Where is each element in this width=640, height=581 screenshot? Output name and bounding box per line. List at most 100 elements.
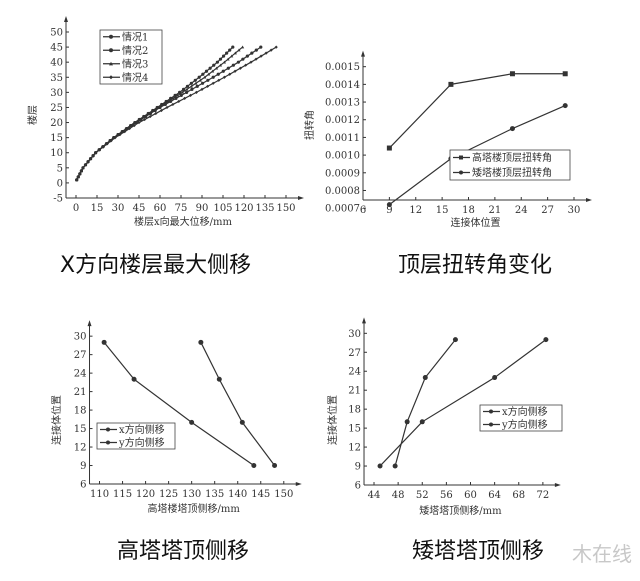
data-point (197, 75, 201, 79)
x-tick-label: 44 (368, 490, 381, 501)
legend-marker (106, 440, 110, 445)
data-point (142, 114, 146, 118)
x-tick-label: 105 (213, 203, 232, 214)
series-line (103, 341, 255, 467)
data-point (78, 172, 82, 176)
legend-marker (109, 34, 113, 39)
data-point (274, 45, 278, 49)
caption-x-drift: X方向楼层最大侧移 (60, 253, 252, 278)
y-tick-label: 24 (348, 367, 361, 378)
y-tick-label: 6 (355, 481, 361, 492)
y-tick-label: 9 (355, 462, 361, 473)
data-point (228, 72, 232, 76)
x-tick-label: 135 (205, 489, 224, 500)
data-point (208, 66, 212, 70)
data-point (251, 463, 257, 469)
data-point (509, 71, 515, 77)
y-axis-arrow (361, 50, 365, 57)
chart-4: 44 48 52 56 60 64 68 72 6 9 12 15 18 21 24 27 30 矮塔塔顶侧移/m… (326, 317, 563, 517)
data-point (101, 145, 106, 149)
y-tick-label: 15 (74, 424, 87, 435)
data-point (94, 151, 98, 155)
legend-label: y方向侧移 (501, 418, 548, 431)
data-point (228, 48, 232, 52)
data-point (249, 60, 253, 64)
data-point (171, 102, 175, 107)
y-tick-label: 30 (348, 329, 361, 340)
y-tick-label: 5 (57, 163, 63, 174)
data-point (422, 375, 428, 381)
data-point (221, 69, 225, 73)
legend-label: 高塔楼顶层扭转角 (472, 151, 552, 164)
data-point (216, 72, 220, 76)
data-point (200, 81, 205, 85)
y-tick-label: 0.0013 (325, 98, 360, 109)
x-tick-label: 135 (255, 203, 274, 214)
x-tick-label: 75 (175, 203, 188, 214)
data-point (75, 178, 79, 182)
data-point (222, 75, 226, 79)
data-point (137, 120, 141, 125)
y-axis-arrow (362, 317, 367, 324)
x-axis-label: 楼层x向最大位移/mm (134, 215, 232, 228)
data-point (492, 375, 498, 381)
data-point (176, 93, 180, 97)
legend-label: 情况3 (122, 57, 148, 70)
data-point (222, 60, 226, 64)
y-tick-label: 50 (50, 28, 63, 39)
y-tick-label: 0.0008 (325, 186, 360, 197)
data-point (157, 105, 161, 109)
series-line (76, 46, 277, 181)
y-tick-label: 0.0007 (325, 204, 360, 215)
data-point (206, 78, 210, 82)
x-tick-label: 150 (274, 489, 293, 500)
legend-marker (109, 61, 113, 66)
data-point (259, 45, 263, 49)
data-point (177, 99, 181, 104)
y-tick-label: 0.0011 (325, 133, 360, 144)
y-tick-label: 30 (74, 332, 87, 343)
data-point (215, 60, 219, 64)
data-point (226, 57, 230, 61)
data-point (233, 51, 237, 55)
y-tick-label: 0.0012 (325, 115, 360, 126)
y-tick-label: 25 (50, 103, 63, 114)
x-tick-label: 21 (489, 205, 502, 216)
x-tick-label: 15 (91, 203, 104, 214)
data-point (185, 87, 189, 91)
data-point (231, 45, 235, 49)
legend-marker (109, 75, 113, 80)
data-point (147, 111, 151, 115)
y-tick-label: 9 (80, 461, 86, 472)
data-point (81, 166, 85, 170)
data-point (86, 160, 90, 164)
data-point (181, 87, 186, 91)
caption-short-tower: 矮塔塔顶侧移 (412, 539, 545, 564)
legend-marker (106, 427, 110, 432)
legend-marker (109, 48, 113, 53)
legend-label: y方向侧移 (118, 436, 165, 449)
x-tick-label: 120 (234, 203, 253, 214)
data-point (166, 99, 170, 103)
caption-torsion: 顶层扭转角变化 (398, 253, 553, 278)
data-point (254, 48, 258, 52)
data-point (76, 175, 80, 179)
data-point (204, 69, 209, 73)
data-point (392, 463, 398, 469)
x-axis-arrow (586, 198, 592, 202)
y-tick-label: -5 (53, 194, 63, 205)
y-tick-label: 0 (57, 178, 63, 189)
data-point (200, 87, 204, 91)
legend-label: x方向侧移 (119, 423, 165, 436)
data-point (211, 81, 215, 85)
x-tick-label: 110 (90, 489, 109, 500)
caption-tall-tower: 高塔塔顶侧移 (117, 539, 250, 564)
x-tick-label: 68 (512, 490, 525, 501)
data-point (171, 96, 175, 100)
y-tick-label: 20 (50, 118, 63, 129)
x-tick-label: 0 (73, 203, 79, 214)
y-axis-label: 连接体位置 (326, 395, 339, 445)
data-point (206, 84, 210, 88)
y-tick-label: 27 (348, 348, 361, 359)
